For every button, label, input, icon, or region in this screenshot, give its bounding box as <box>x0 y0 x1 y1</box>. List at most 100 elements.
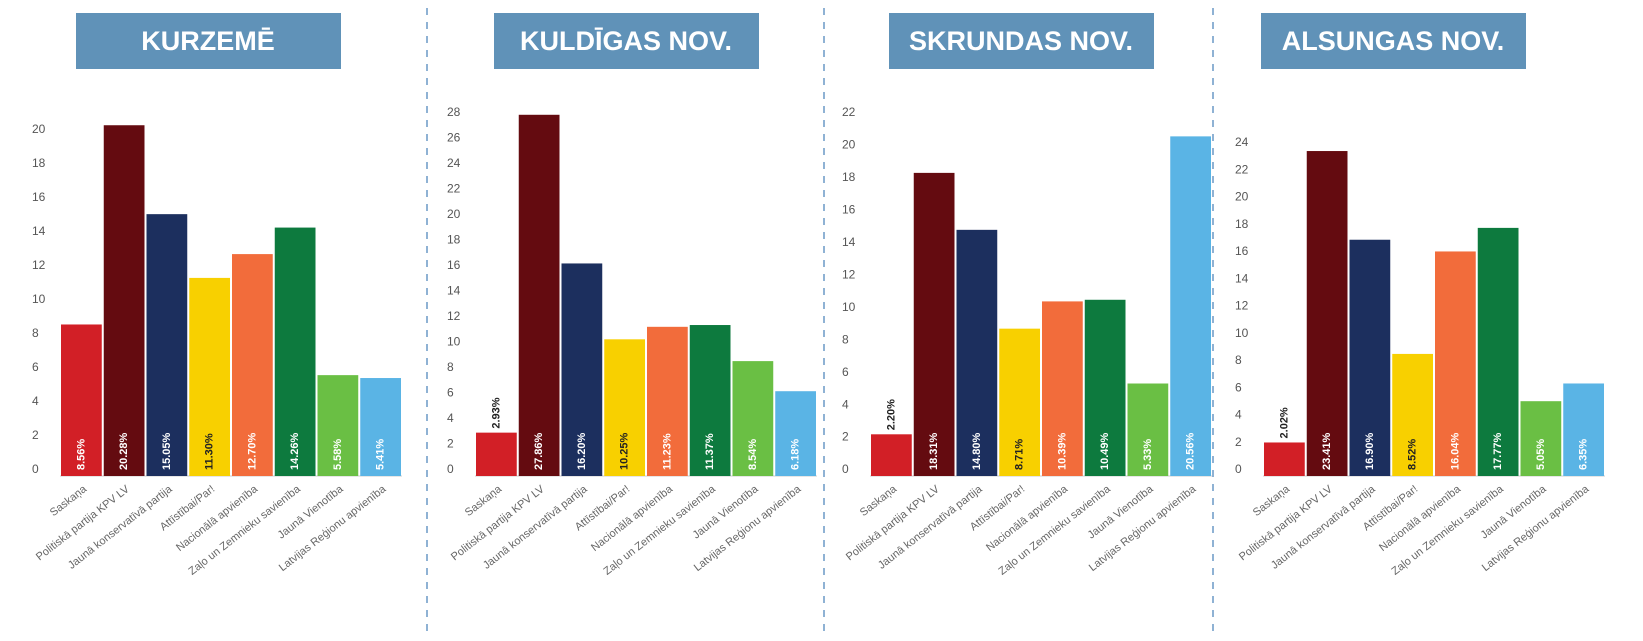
value-label: 15.05% <box>161 432 173 470</box>
y-tick-label: 0 <box>842 462 849 476</box>
value-label: 16.90% <box>1364 432 1376 470</box>
bar <box>732 361 774 476</box>
value-label: 2.93% <box>490 397 502 428</box>
bar <box>360 378 401 476</box>
value-label: 5.58% <box>332 439 344 470</box>
x-tick-label: Saskaņa <box>1251 483 1293 519</box>
y-tick-label: 22 <box>447 182 461 196</box>
y-tick-label: 12 <box>447 309 461 323</box>
y-tick-label: 18 <box>32 156 46 170</box>
value-label: 11.30% <box>204 433 216 470</box>
bar <box>956 229 998 476</box>
bar <box>1435 251 1476 476</box>
value-label: 11.23% <box>661 433 673 470</box>
value-label: 10.49% <box>1099 432 1111 470</box>
bar <box>317 375 359 476</box>
y-tick-label: 14 <box>32 224 46 238</box>
value-label: 18.31% <box>928 432 940 470</box>
y-tick-label: 16 <box>447 258 461 272</box>
y-tick-label: 14 <box>1235 271 1249 285</box>
value-label: 27.86% <box>533 432 545 470</box>
y-tick-label: 12 <box>1235 299 1249 313</box>
y-tick-label: 24 <box>1235 135 1249 149</box>
bar <box>604 339 645 476</box>
y-tick-label: 2 <box>842 430 849 444</box>
bar <box>913 172 955 476</box>
chart-title: SKRUNDAS NOV. <box>909 26 1133 56</box>
value-label: 14.80% <box>971 432 983 470</box>
y-tick-label: 12 <box>842 267 856 281</box>
y-tick-label: 10 <box>1235 326 1249 340</box>
value-label: 5.05% <box>1535 439 1547 470</box>
value-label: 11.37% <box>704 433 716 470</box>
value-label: 8.52% <box>1407 439 1419 470</box>
y-tick-label: 0 <box>447 462 454 476</box>
bar <box>518 114 560 476</box>
chart-title: KULDĪGAS NOV. <box>520 26 732 56</box>
y-tick-label: 16 <box>1235 244 1249 258</box>
value-label: 2.20% <box>885 399 897 430</box>
value-label: 8.54% <box>747 439 759 470</box>
y-tick-label: 18 <box>447 233 461 247</box>
chart-title: KURZEMĒ <box>141 26 275 56</box>
y-tick-label: 26 <box>447 131 461 145</box>
y-tick-label: 10 <box>447 335 461 349</box>
title-box <box>76 13 341 69</box>
y-tick-label: 2 <box>32 428 39 442</box>
y-tick-label: 8 <box>447 360 454 374</box>
bar <box>103 125 145 477</box>
value-label: 17.77% <box>1492 432 1504 470</box>
value-label: 2.02% <box>1278 407 1290 438</box>
y-tick-label: 8 <box>842 332 849 346</box>
bar <box>1127 383 1169 476</box>
bar <box>1349 239 1391 476</box>
y-tick-label: 12 <box>32 258 46 272</box>
y-tick-label: 8 <box>1235 353 1242 367</box>
bar <box>189 277 230 476</box>
x-tick-label: Saskaņa <box>858 483 900 519</box>
title-box <box>1261 13 1526 69</box>
value-label: 10.25% <box>619 432 631 470</box>
value-label: 23.41% <box>1321 432 1333 470</box>
title-box <box>889 13 1154 69</box>
bar <box>647 326 688 476</box>
bar <box>999 328 1040 476</box>
bar <box>476 432 517 476</box>
y-tick-label: 16 <box>32 190 46 204</box>
bar <box>61 324 102 476</box>
value-label: 16.20% <box>576 432 588 470</box>
y-tick-label: 4 <box>842 397 849 411</box>
y-tick-label: 0 <box>1235 462 1242 476</box>
y-tick-label: 20 <box>32 122 46 136</box>
bar <box>1264 442 1305 476</box>
y-tick-label: 2 <box>447 437 454 451</box>
bar <box>871 434 912 476</box>
y-tick-label: 6 <box>447 386 454 400</box>
bar <box>1520 401 1562 476</box>
y-tick-label: 6 <box>842 365 849 379</box>
bar <box>232 254 273 476</box>
y-tick-label: 20 <box>842 138 856 152</box>
value-label: 6.18% <box>790 439 802 470</box>
x-tick-label: Saskaņa <box>48 483 90 519</box>
title-box <box>494 13 759 69</box>
chart-title: ALSUNGAS NOV. <box>1282 26 1505 56</box>
y-tick-label: 4 <box>32 394 39 408</box>
x-tick-label: Saskaņa <box>463 483 505 519</box>
y-tick-label: 6 <box>1235 380 1242 394</box>
bar <box>689 325 731 476</box>
bar <box>1477 227 1519 476</box>
value-label: 8.71% <box>1014 439 1026 470</box>
y-tick-label: 6 <box>32 360 39 374</box>
y-tick-label: 22 <box>842 105 856 119</box>
y-tick-label: 18 <box>1235 217 1249 231</box>
bar <box>1563 383 1604 476</box>
y-tick-label: 22 <box>1235 162 1249 176</box>
bar <box>1306 151 1348 476</box>
y-tick-label: 4 <box>1235 408 1242 422</box>
value-label: 10.39% <box>1056 432 1068 470</box>
value-label: 16.04% <box>1449 432 1461 470</box>
y-tick-label: 2 <box>1235 435 1242 449</box>
bar <box>274 227 316 476</box>
